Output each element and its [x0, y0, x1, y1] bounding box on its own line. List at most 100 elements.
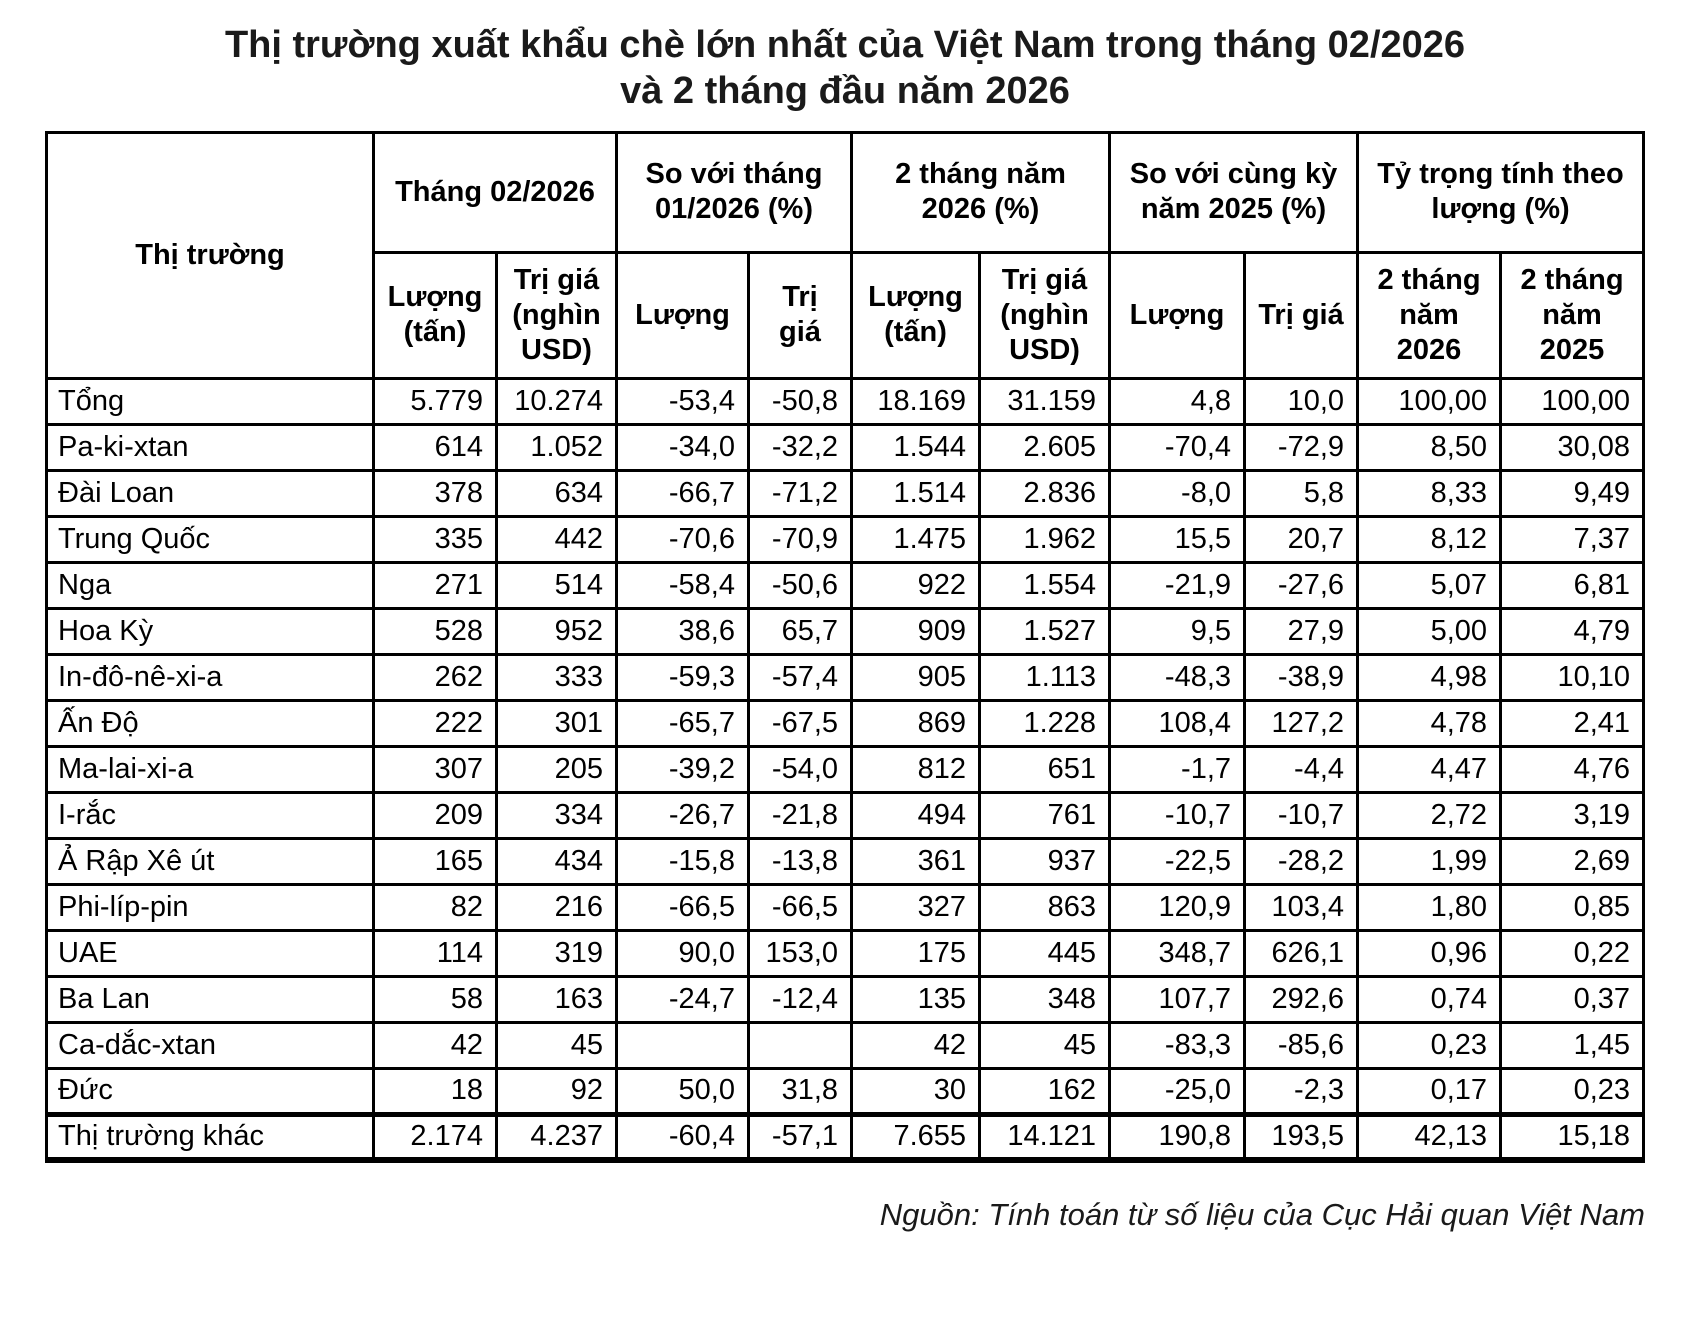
value-cell: 1.113	[978, 652, 1112, 702]
value-cell: 378	[372, 468, 498, 518]
value-cell: 5,00	[1356, 606, 1503, 656]
value-cell: 335	[372, 514, 498, 564]
market-name-cell: Đài Loan	[45, 468, 375, 518]
value-cell: 2.605	[978, 422, 1112, 472]
value-cell: 614	[372, 422, 498, 472]
value-cell: 1,99	[1356, 836, 1503, 886]
value-cell: 514	[495, 560, 618, 610]
table-row: Đức 18 92 50,0 31,8 30 162 -25,0 -2,3 0,17 0,23	[45, 1066, 1646, 1116]
value-cell: -60,4	[615, 1111, 750, 1164]
value-cell: 307	[372, 744, 498, 794]
value-cell: 58	[372, 974, 498, 1024]
value-cell: 7.655	[850, 1111, 982, 1164]
value-cell: -27,6	[1243, 560, 1360, 610]
value-cell: 42	[372, 1020, 498, 1070]
value-cell: 348,7	[1108, 928, 1247, 978]
value-cell: -13,8	[746, 836, 854, 886]
value-cell: -66,5	[615, 882, 750, 932]
market-name-cell: Hoa Kỳ	[45, 606, 375, 656]
value-cell: -72,9	[1243, 422, 1360, 472]
value-cell: 103,4	[1243, 882, 1360, 932]
market-name-cell: I-rắc	[45, 790, 375, 840]
value-cell: 108,4	[1108, 698, 1247, 748]
market-name-cell: Pa-ki-xtan	[45, 422, 375, 472]
market-name-cell: Ca-dắc-xtan	[45, 1020, 375, 1070]
value-cell: -54,0	[746, 744, 854, 794]
value-cell: 0,23	[1356, 1020, 1503, 1070]
value-cell: 42	[850, 1020, 982, 1070]
value-cell: 14.121	[978, 1111, 1112, 1164]
value-cell: -25,0	[1108, 1066, 1247, 1116]
value-cell: 27,9	[1243, 606, 1360, 656]
value-cell: 292,6	[1243, 974, 1360, 1024]
value-cell: 905	[850, 652, 982, 702]
value-cell: 10.274	[495, 376, 618, 426]
value-cell: 1.554	[978, 560, 1112, 610]
value-cell: 0,37	[1499, 974, 1646, 1024]
value-cell: -48,3	[1108, 652, 1247, 702]
value-cell: 0,85	[1499, 882, 1646, 932]
value-cell: 348	[978, 974, 1112, 1024]
value-cell: 445	[978, 928, 1112, 978]
value-cell: 1,45	[1499, 1020, 1646, 1070]
value-cell: 193,5	[1243, 1111, 1360, 1164]
table-row: Nga 271 514 -58,4 -50,6 922 1.554 -21,9 -27,6 5,0…	[45, 560, 1646, 610]
value-cell: -12,4	[746, 974, 854, 1024]
header-market: Thị trường	[45, 130, 375, 380]
header-sub-volume-vs-month: Lượng	[615, 250, 750, 380]
value-cell: 205	[495, 744, 618, 794]
market-name-cell: Ả Rập Xê út	[45, 836, 375, 886]
header-sub-volume-ton-month: Lượng (tấn)	[372, 250, 498, 380]
header-group-2-months-2026: 2 tháng năm 2026 (%)	[850, 130, 1112, 254]
value-cell: -21,8	[746, 790, 854, 840]
value-cell: -10,7	[1108, 790, 1247, 840]
table-row: Ma-lai-xi-a 307 205 -39,2 -54,0 812 651 -1,7 -4,…	[45, 744, 1646, 794]
value-cell: 5,07	[1356, 560, 1503, 610]
value-cell: 301	[495, 698, 618, 748]
value-cell: -59,3	[615, 652, 750, 702]
value-cell: 135	[850, 974, 982, 1024]
value-cell: 10,10	[1499, 652, 1646, 702]
value-cell: 1.514	[850, 468, 982, 518]
value-cell: 42,13	[1356, 1111, 1503, 1164]
header-sub-row: Lượng (tấn) Trị giá (nghìn USD) Lượng Tr…	[47, 250, 1646, 380]
value-cell: 6,81	[1499, 560, 1646, 610]
value-cell: 4,79	[1499, 606, 1646, 656]
value-cell: 216	[495, 882, 618, 932]
value-cell: 1.475	[850, 514, 982, 564]
value-cell: 50,0	[615, 1066, 750, 1116]
table-row: Hoa Kỳ 528 952 38,6 65,7 909 1.527 9,5 27,9 5,00 4…	[45, 606, 1646, 656]
value-cell: 909	[850, 606, 982, 656]
value-cell: -10,7	[1243, 790, 1360, 840]
value-cell: -4,4	[1243, 744, 1360, 794]
value-cell: 31,8	[746, 1066, 854, 1116]
value-cell: 8,12	[1356, 514, 1503, 564]
value-cell: -67,5	[746, 698, 854, 748]
value-cell: 100,00	[1356, 376, 1503, 426]
value-cell: -57,1	[746, 1111, 854, 1164]
value-cell: 4,78	[1356, 698, 1503, 748]
value-cell: 319	[495, 928, 618, 978]
value-cell: -66,7	[615, 468, 750, 518]
value-cell: -66,5	[746, 882, 854, 932]
value-cell: 15,5	[1108, 514, 1247, 564]
value-cell: -70,6	[615, 514, 750, 564]
value-cell: 20,7	[1243, 514, 1360, 564]
value-cell: 442	[495, 514, 618, 564]
value-cell: 0,96	[1356, 928, 1503, 978]
header-group-share-by-volume: Tỷ trọng tính theo lượng (%)	[1356, 130, 1646, 254]
value-cell	[746, 1020, 854, 1070]
header-sub-value-kusd-month: Trị giá (nghìn USD)	[495, 250, 618, 380]
value-cell: -22,5	[1108, 836, 1247, 886]
value-cell: 5.779	[372, 376, 498, 426]
market-name-cell: UAE	[45, 928, 375, 978]
value-cell: 10,0	[1243, 376, 1360, 426]
table-row: Ả Rập Xê út 165 434 -15,8 -13,8 361 937 -22,5 -2…	[45, 836, 1646, 886]
value-cell: 271	[372, 560, 498, 610]
page-title-line1: Thị trường xuất khẩu chè lớn nhất của Vi…	[224, 24, 1466, 66]
header-sub-value-kusd-2months: Trị giá (nghìn USD)	[978, 250, 1112, 380]
page-title: Thị trường xuất khẩu chè lớn nhất của Vi…	[45, 22, 1645, 115]
value-cell: 7,37	[1499, 514, 1646, 564]
market-name-cell: Phi-líp-pin	[45, 882, 375, 932]
